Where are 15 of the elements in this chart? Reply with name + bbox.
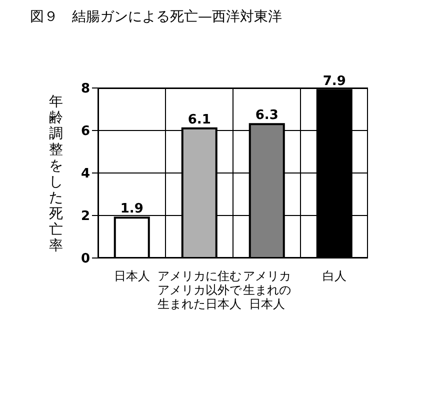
data-label: 1.9 <box>120 202 144 217</box>
x-tick-label: アメリカ生まれの日本人 <box>242 269 291 311</box>
x-tick-label: アメリカに住むアメリカ以外で生まれた日本人 <box>157 269 242 311</box>
x-tick-label: 日本人 <box>114 269 150 283</box>
y-tick-label: 4 <box>80 166 90 182</box>
y-tick-label: 8 <box>80 82 90 97</box>
text: 年齢調整をした死亡率 <box>49 94 63 254</box>
y-tick-label: 6 <box>80 124 90 140</box>
x-tick-label: 白人 <box>322 269 346 283</box>
data-label: 6.1 <box>188 112 211 128</box>
y-tick-label: 2 <box>80 209 90 224</box>
data-label: 6.3 <box>255 108 278 124</box>
y-tick-label: 0 <box>80 252 90 267</box>
chart-title: 図９ 結腸ガンによる死亡—西洋対東洋 <box>30 8 282 26</box>
data-label: 7.9 <box>322 74 346 90</box>
